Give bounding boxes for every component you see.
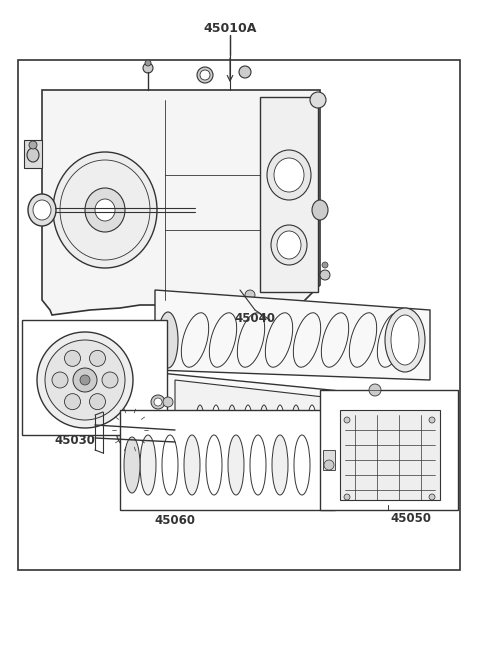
Ellipse shape (250, 435, 266, 495)
Circle shape (163, 397, 173, 407)
Ellipse shape (210, 405, 222, 485)
Ellipse shape (306, 405, 318, 485)
Ellipse shape (385, 308, 425, 372)
Polygon shape (175, 380, 420, 500)
Ellipse shape (158, 312, 178, 368)
Ellipse shape (95, 199, 115, 221)
Ellipse shape (143, 63, 153, 73)
Text: 45010A: 45010A (204, 22, 257, 35)
Bar (24, 140, 42, 168)
Polygon shape (155, 290, 430, 380)
Bar (260, 97, 318, 292)
Circle shape (429, 417, 435, 423)
Ellipse shape (290, 405, 302, 485)
Ellipse shape (277, 231, 301, 259)
Circle shape (64, 350, 81, 366)
Text: 45050: 45050 (390, 512, 431, 525)
Circle shape (73, 368, 97, 392)
Ellipse shape (267, 150, 311, 200)
Ellipse shape (85, 188, 125, 232)
Ellipse shape (386, 405, 398, 485)
Polygon shape (130, 370, 430, 510)
Circle shape (324, 460, 334, 470)
Bar (120, 410, 335, 510)
Text: 45030: 45030 (55, 434, 96, 447)
Circle shape (429, 494, 435, 500)
Circle shape (154, 398, 162, 406)
Bar (18, 60, 460, 570)
Ellipse shape (369, 384, 381, 396)
Ellipse shape (294, 435, 310, 495)
Ellipse shape (116, 412, 144, 448)
Circle shape (344, 417, 350, 423)
Ellipse shape (37, 332, 133, 428)
Ellipse shape (402, 405, 414, 485)
Ellipse shape (140, 435, 156, 495)
Ellipse shape (124, 437, 140, 493)
Ellipse shape (354, 405, 366, 485)
Ellipse shape (226, 405, 238, 485)
Ellipse shape (312, 200, 328, 220)
Ellipse shape (53, 152, 157, 268)
Ellipse shape (258, 405, 270, 485)
Circle shape (80, 375, 90, 385)
Ellipse shape (184, 435, 200, 495)
Text: 45060: 45060 (155, 514, 195, 527)
Ellipse shape (338, 405, 350, 485)
Ellipse shape (206, 435, 222, 495)
Ellipse shape (245, 290, 255, 300)
Ellipse shape (370, 405, 382, 485)
Ellipse shape (145, 60, 151, 66)
Bar (323, 450, 335, 470)
Ellipse shape (28, 194, 56, 226)
Ellipse shape (197, 67, 213, 83)
Ellipse shape (320, 270, 330, 280)
Bar (22, 320, 167, 435)
Ellipse shape (33, 200, 51, 220)
Ellipse shape (272, 435, 288, 495)
Ellipse shape (181, 480, 209, 490)
Ellipse shape (45, 340, 125, 420)
Ellipse shape (322, 405, 334, 485)
Bar (320, 390, 458, 510)
Ellipse shape (274, 158, 304, 192)
Circle shape (52, 372, 68, 388)
Ellipse shape (242, 405, 254, 485)
Circle shape (344, 494, 350, 500)
Ellipse shape (27, 148, 39, 162)
Ellipse shape (29, 141, 37, 149)
Ellipse shape (256, 301, 264, 309)
Circle shape (64, 394, 81, 409)
Ellipse shape (239, 66, 251, 78)
Circle shape (310, 92, 326, 108)
Ellipse shape (200, 70, 210, 80)
Text: 45040: 45040 (235, 312, 276, 325)
Circle shape (102, 372, 118, 388)
Ellipse shape (391, 315, 419, 365)
Ellipse shape (228, 435, 244, 495)
Polygon shape (42, 90, 320, 315)
Ellipse shape (274, 405, 286, 485)
Ellipse shape (194, 405, 206, 485)
Ellipse shape (271, 225, 307, 265)
Ellipse shape (162, 435, 178, 495)
Bar (340, 410, 440, 500)
Ellipse shape (322, 262, 328, 268)
Circle shape (151, 395, 165, 409)
Circle shape (89, 350, 106, 366)
Circle shape (89, 394, 106, 409)
